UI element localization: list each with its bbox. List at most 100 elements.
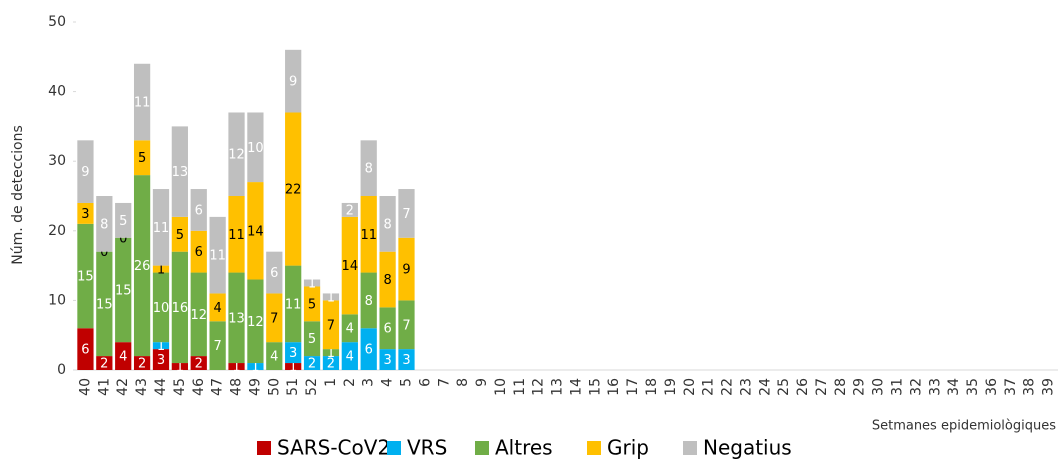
- x-tick-label: 14: [568, 378, 584, 396]
- x-tick-label: 17: [625, 378, 641, 396]
- bar-segment: [285, 49, 302, 113]
- bar-segment: [77, 202, 94, 224]
- x-tick-label: 10: [493, 378, 509, 396]
- segment-label: 5: [308, 297, 316, 312]
- segment-label: 8: [383, 273, 391, 288]
- bar-segment: [379, 307, 396, 350]
- y-tick-label: 30: [48, 153, 66, 169]
- x-tick-label: 5: [398, 378, 414, 387]
- bar-segment: [247, 112, 264, 183]
- bar-segment: [266, 293, 283, 343]
- segment-label: 9: [402, 263, 410, 278]
- bar-segment: [152, 189, 170, 266]
- segment-label: 2: [100, 357, 108, 372]
- x-tick-label: 52: [304, 378, 320, 396]
- x-tick-label: 39: [1041, 378, 1057, 396]
- segment-label: 11: [209, 249, 226, 264]
- segment-label: 16: [172, 301, 189, 316]
- x-tick-label: 45: [172, 378, 188, 396]
- segment-label: 1: [157, 339, 165, 354]
- legend-swatch: [683, 441, 697, 455]
- segment-label: 5: [308, 332, 316, 347]
- bar-segment: [115, 237, 132, 343]
- bar-segment: [171, 126, 188, 217]
- segment-label: 6: [195, 245, 203, 260]
- segment-label: 11: [134, 96, 151, 111]
- segment-label: 7: [270, 311, 278, 326]
- bar-segment: [322, 300, 340, 350]
- bar-segment: [171, 251, 188, 364]
- bar-segment: [322, 349, 340, 357]
- legend-swatch: [257, 441, 271, 455]
- bar-segment: [379, 349, 396, 370]
- segment-label: 10: [247, 141, 264, 156]
- bar-segment: [96, 356, 113, 370]
- segment-label: 7: [213, 339, 221, 354]
- x-tick-label: 46: [191, 378, 207, 396]
- bar-segment: [190, 356, 207, 370]
- x-tick-label: 19: [663, 378, 679, 396]
- x-tick-label: 11: [512, 378, 528, 396]
- x-tick-label: 35: [965, 378, 981, 396]
- legend-label: VRS: [407, 436, 447, 460]
- bar-segment: [266, 251, 283, 294]
- segment-label: 4: [270, 350, 278, 365]
- segment-label: 14: [247, 224, 264, 239]
- x-tick-label: 50: [266, 378, 282, 396]
- bar-segment: [341, 216, 358, 315]
- bar-segment: [398, 189, 415, 238]
- legend-swatch: [387, 441, 401, 455]
- bar-segment: [77, 223, 94, 329]
- segment-label: 3: [81, 207, 89, 222]
- segment-label: 8: [365, 162, 373, 177]
- x-tick-label: 43: [134, 378, 150, 396]
- x-tick-label: 2: [342, 378, 358, 387]
- x-tick-label: 38: [1022, 378, 1038, 396]
- bar-segment: [247, 279, 264, 364]
- x-tick-label: 30: [871, 378, 887, 396]
- segment-label: 1: [327, 290, 335, 305]
- y-tick-label: 50: [48, 14, 66, 30]
- x-tick-label: 3: [361, 378, 377, 387]
- bar-segment: [285, 265, 302, 343]
- bar-segment: [152, 265, 170, 273]
- x-tick-label: 4: [380, 378, 396, 387]
- segment-label: 7: [402, 207, 410, 222]
- segment-label: 12: [190, 308, 207, 323]
- segment-label: 15: [96, 297, 113, 312]
- segment-label: 2: [346, 203, 354, 218]
- segment-label: 13: [172, 165, 189, 180]
- bar-segment: [303, 356, 321, 370]
- x-tick-label: 7: [436, 378, 452, 387]
- segment-label: 3: [402, 353, 410, 368]
- segment-label: 1: [176, 360, 184, 375]
- x-tick-label: 49: [247, 378, 263, 396]
- bar-segment: [152, 342, 170, 350]
- bar-segment: [228, 363, 245, 370]
- segment-label: 14: [342, 259, 359, 274]
- bar-segment: [398, 237, 415, 301]
- bar-segment: [190, 272, 207, 357]
- x-tick-label: 18: [644, 378, 660, 396]
- segment-label: 26: [134, 259, 151, 274]
- x-tick-label: 34: [946, 378, 962, 396]
- segment-label: 4: [213, 301, 221, 316]
- segment-label: 1: [289, 360, 297, 375]
- bar-segment: [96, 196, 113, 252]
- bar-segment: [228, 196, 245, 273]
- segment-label: 2: [327, 357, 335, 372]
- legend-label: Negatius: [703, 436, 792, 460]
- segment-label: 7: [327, 318, 335, 333]
- segment-label: 1: [251, 360, 259, 375]
- bar-segment: [341, 202, 358, 217]
- segment-label: 2: [308, 357, 316, 372]
- y-axis-title: Núm. de deteccions: [10, 125, 26, 264]
- x-tick-label: 48: [229, 378, 245, 396]
- x-tick-label: 23: [738, 378, 754, 396]
- segment-label: 22: [285, 183, 302, 198]
- segment-label: 1: [327, 346, 335, 361]
- segment-label: 6: [270, 266, 278, 281]
- bar-segment: [171, 216, 188, 252]
- segment-label: 12: [247, 315, 264, 330]
- x-tick-label: 6: [417, 378, 433, 387]
